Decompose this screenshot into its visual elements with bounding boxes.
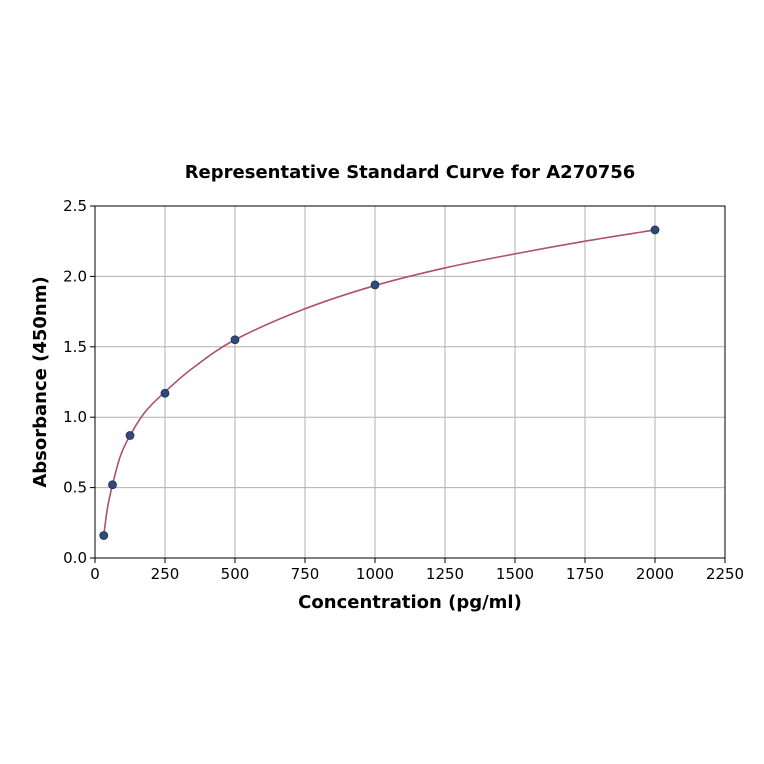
- data-points-layer: [99, 225, 660, 540]
- x-tick-label: 1250: [426, 565, 464, 583]
- y-tick-label: 0.5: [63, 479, 87, 497]
- y-tick-label: 2.5: [63, 197, 87, 215]
- x-axis-label: Concentration (pg/ml): [298, 592, 522, 613]
- data-point: [108, 480, 117, 490]
- y-tick-label: 1.5: [63, 338, 87, 356]
- x-tick-label: 1750: [566, 565, 604, 583]
- x-tick-label: 2000: [636, 565, 674, 583]
- fit-curve: [102, 229, 656, 536]
- data-point: [650, 225, 660, 235]
- x-tick-label: 250: [151, 565, 180, 583]
- y-tick-label: 1.0: [63, 408, 87, 426]
- x-tick-label: 750: [291, 565, 320, 583]
- y-tick-label: 0.0: [63, 549, 87, 567]
- fit-curve-layer: [102, 229, 656, 536]
- x-tick-label: 2250: [706, 565, 744, 583]
- x-tick-label: 0: [90, 565, 100, 583]
- data-point: [125, 431, 135, 440]
- x-tick-label: 1500: [496, 565, 534, 583]
- data-point: [230, 335, 240, 345]
- y-tick-label: 2.0: [63, 267, 87, 285]
- plot-frame: [94, 205, 726, 559]
- data-point: [99, 531, 109, 540]
- y-axis-label: Absorbance (450nm): [30, 276, 51, 487]
- chart-title: Representative Standard Curve for A27075…: [185, 162, 636, 183]
- x-tick-label: 1000: [356, 565, 394, 583]
- grid-lines: [94, 205, 726, 559]
- x-tick-label: 500: [221, 565, 250, 583]
- data-point: [370, 280, 380, 290]
- data-point: [160, 388, 170, 398]
- axis-ticks: 0 250 500 750 1000 1250 1500 1750 2000 2250 0.0 0.5…: [63, 197, 744, 583]
